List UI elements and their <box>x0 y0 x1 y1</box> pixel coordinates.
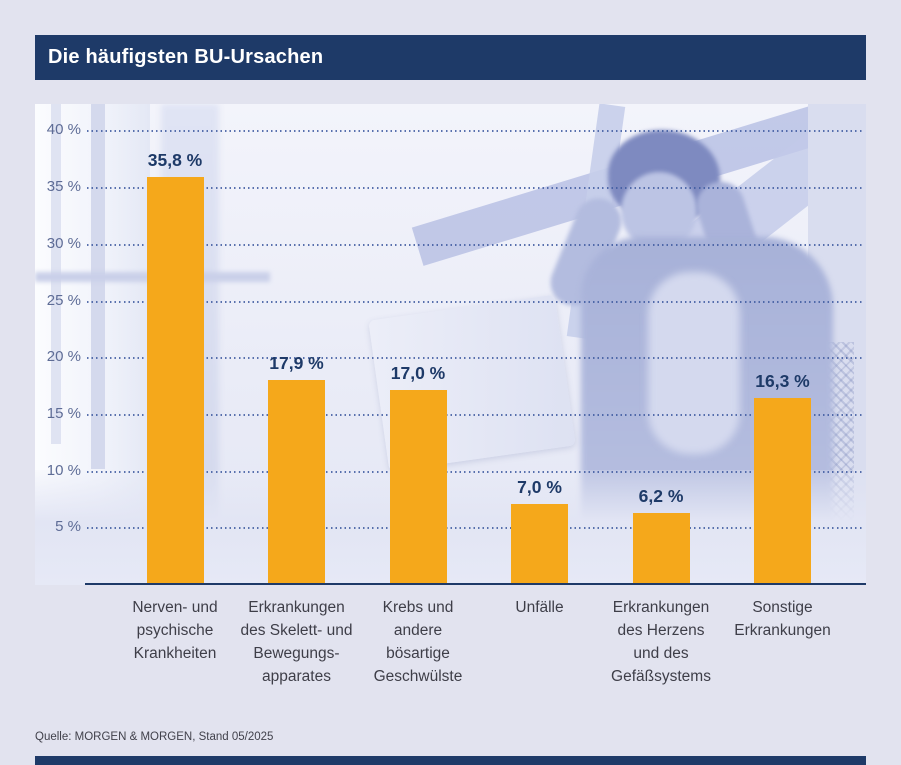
gridline <box>87 470 864 473</box>
header-bar: Die häufigsten BU-Ursachen <box>35 35 866 80</box>
category-label-line: Erkrankungen <box>612 599 710 616</box>
category-label: Krebs und andere bösartige Geschwülste <box>343 596 493 688</box>
chart-bars: 35,8 % 17,9 % 17,0 % 7,0 % 6,2 % 16,3 % <box>35 104 866 585</box>
category-label-line: andere <box>393 622 443 639</box>
category-label-line: Krebs und <box>382 599 454 616</box>
page-title: Die häufigsten BU-Ursachen <box>48 46 324 68</box>
x-axis-line <box>85 583 866 585</box>
y-axis-tick: 25 % <box>46 291 81 309</box>
category-label-line: bösartige <box>386 645 450 662</box>
y-axis-tick: 30 % <box>46 234 81 252</box>
y-axis-tick: 10 % <box>46 461 81 479</box>
bar <box>146 177 204 583</box>
category-label-line: Bewegungs- <box>253 645 340 662</box>
bar-value-label: 35,8 % <box>147 150 203 171</box>
category-label-line: und des <box>633 645 689 662</box>
category-label: Sonstige Erkrankungen <box>708 596 858 642</box>
y-axis-tick: 40 % <box>46 121 81 139</box>
source-note: Quelle: MORGEN & MORGEN, Stand 05/2025 <box>35 731 274 743</box>
category-labels: Nerven- und psychische Krankheiten Erkranku… <box>35 596 866 708</box>
category-label-line: psychische <box>136 622 214 639</box>
category-label: Erkrankungen des Skelett- und Bewegungs-ap… <box>222 596 372 688</box>
category-label: Unfälle <box>465 596 615 619</box>
gridline <box>87 130 864 133</box>
category-label-line: Nerven- und <box>132 599 218 616</box>
chart-grid: 40 % 35 % 30 % 25 % 20 % 15 % 10 % 5 % <box>35 104 866 585</box>
gridline <box>87 187 864 190</box>
bar-value-label: 6,2 % <box>638 485 684 506</box>
y-axis-tick: 5 % <box>55 518 81 536</box>
bar <box>511 503 568 583</box>
category-label-line: des Skelett- und <box>240 622 353 639</box>
bar <box>389 390 447 583</box>
category-label-line: Krankheiten <box>133 645 217 662</box>
category-label-line: Sonstige <box>752 599 813 616</box>
y-axis-tick: 20 % <box>46 348 81 366</box>
category-label-line: des Herzens <box>617 622 705 639</box>
bar-value-label: 17,0 % <box>390 363 446 384</box>
gridline <box>87 300 864 303</box>
bar <box>268 380 325 583</box>
bar <box>754 398 811 583</box>
y-axis-tick: 35 % <box>46 178 81 196</box>
y-axis-tick: 15 % <box>46 404 81 422</box>
category-label: Nerven- und psychische Krankheiten <box>100 596 250 665</box>
bar <box>632 512 690 583</box>
category-label-line: apparates <box>262 668 331 685</box>
category-label-line: Geschwülste <box>373 668 463 685</box>
category-label-line: Erkrankungen <box>248 599 345 616</box>
bar-value-label: 7,0 % <box>517 476 562 497</box>
bar-value-label: 17,9 % <box>269 353 324 374</box>
footer-bar <box>35 756 866 765</box>
category-label: Erkrankungen des Herzens und des Gefäßsyste… <box>586 596 736 688</box>
category-label-line: Gefäßsystems <box>611 668 711 685</box>
gridline <box>87 243 864 246</box>
gridline <box>87 357 864 360</box>
category-label-line: Erkrankungen <box>734 622 831 639</box>
photo-window-frame <box>91 104 105 469</box>
category-label-line: Unfälle <box>515 599 564 616</box>
gridline <box>87 527 864 530</box>
gridline <box>87 413 864 416</box>
bar-value-label: 16,3 % <box>755 371 810 392</box>
bar-chart: 40 % 35 % 30 % 25 % 20 % 15 % 10 % 5 % 35,8 % 17… <box>35 104 866 585</box>
